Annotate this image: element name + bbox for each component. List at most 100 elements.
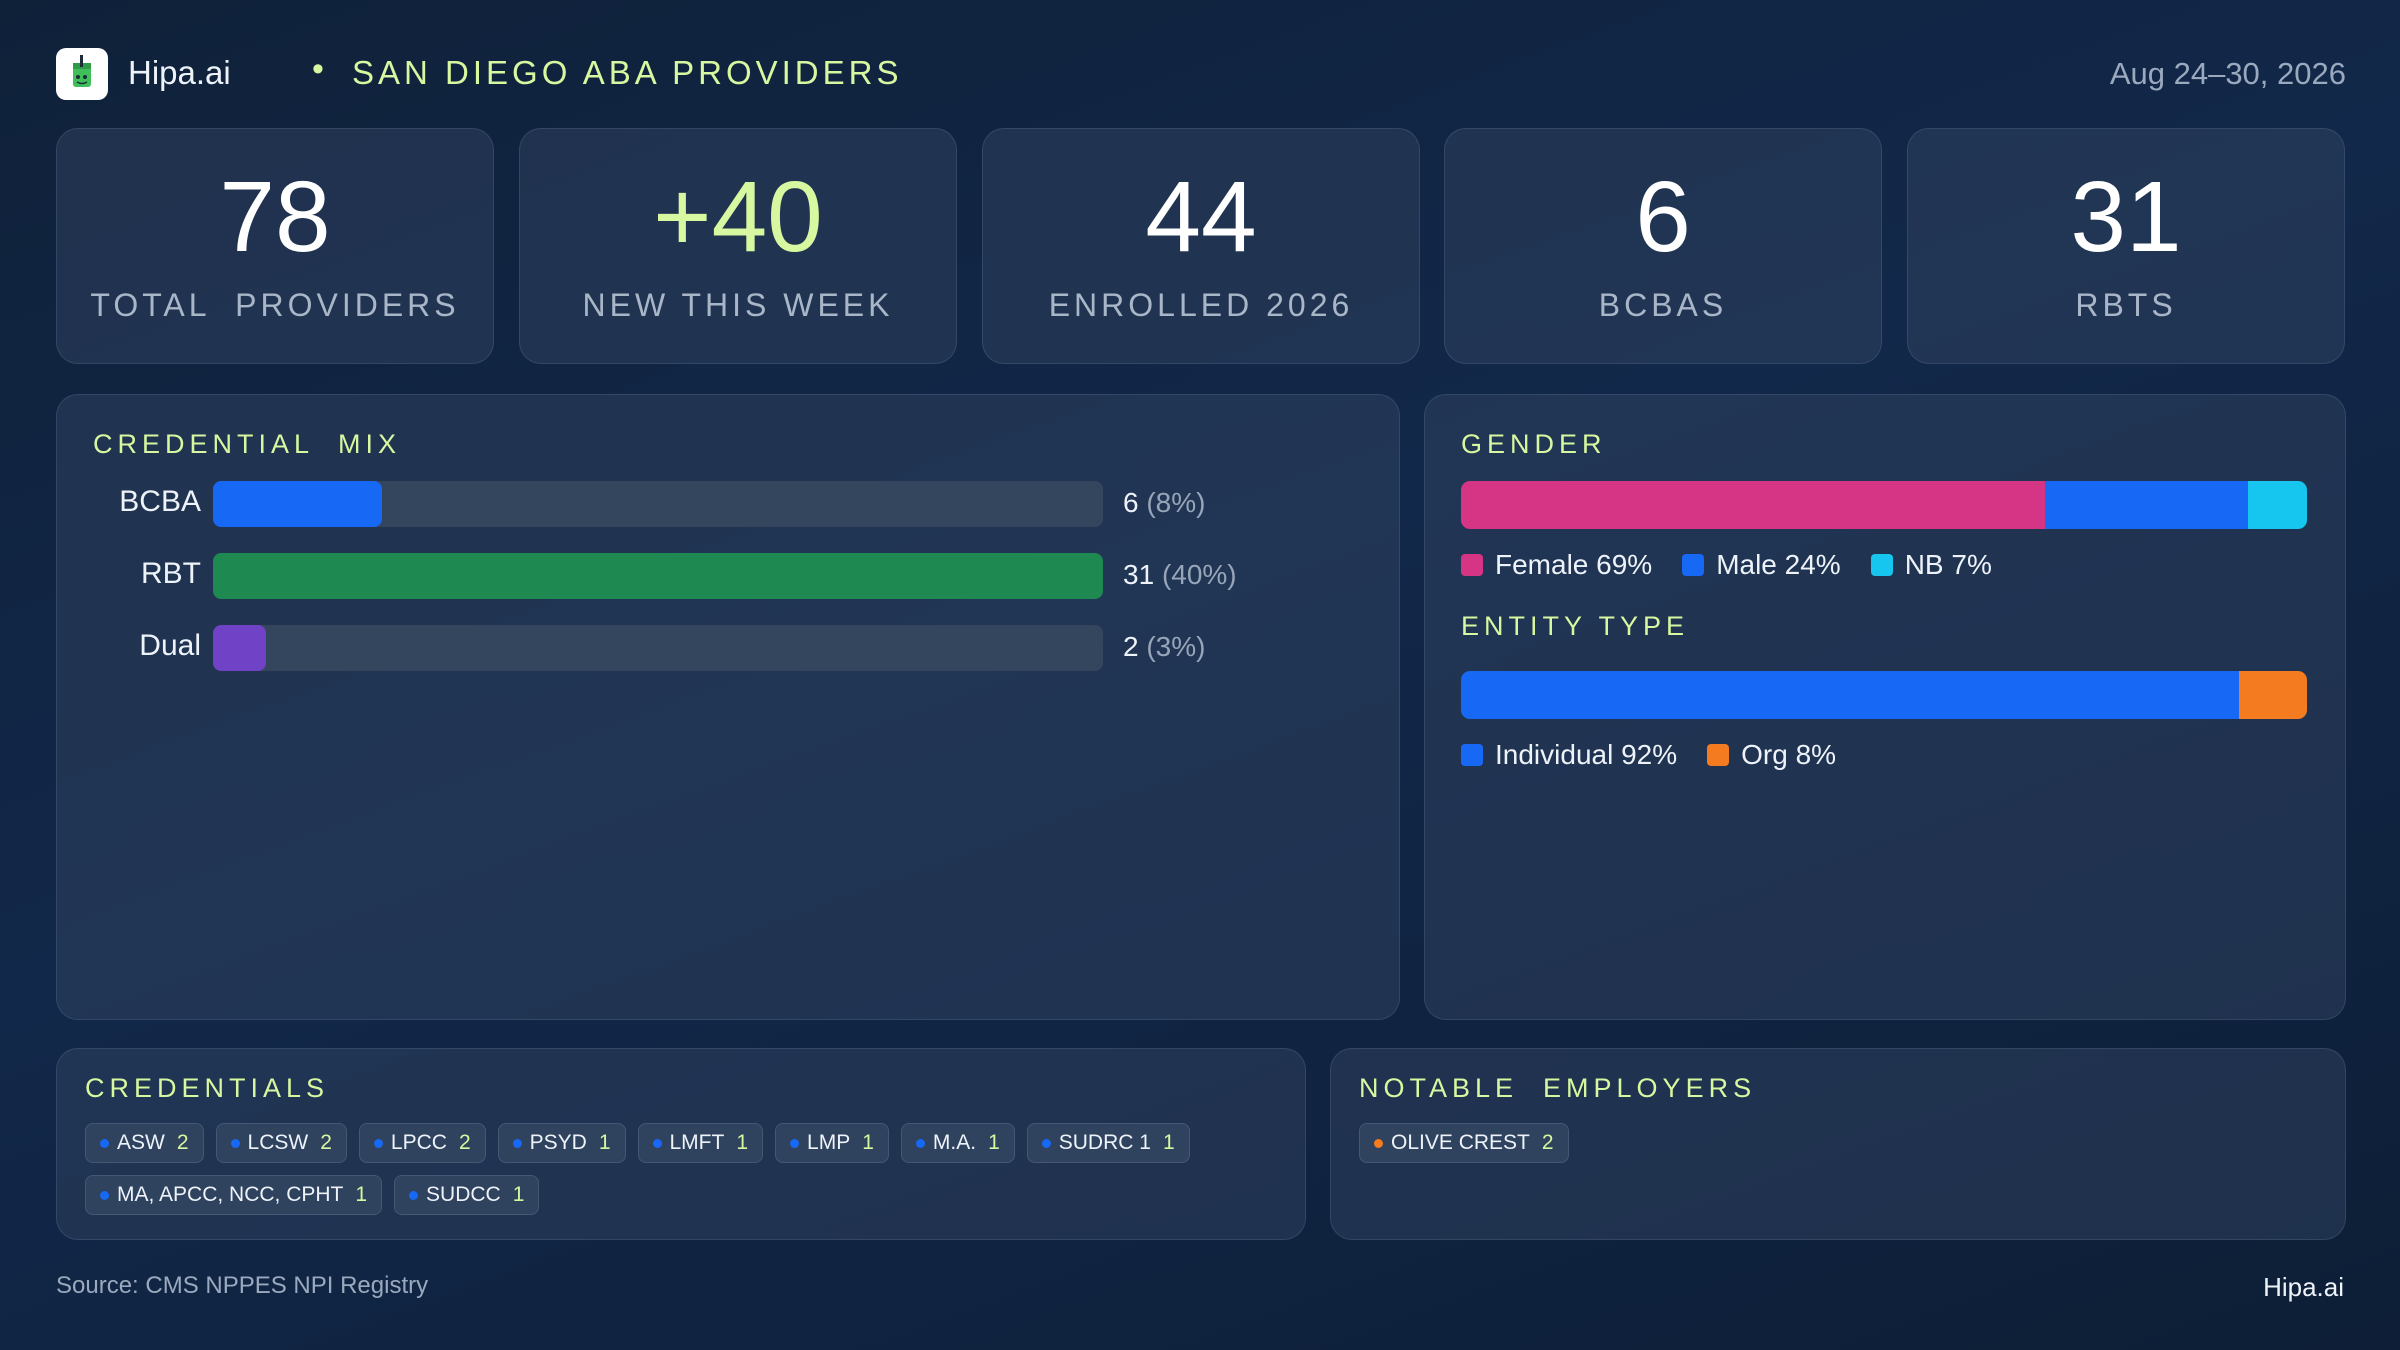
- brand-name: Hipa.ai: [128, 54, 231, 91]
- chip-bullet: [1041, 1138, 1051, 1148]
- legend-swatch: [1461, 744, 1483, 766]
- legend-label: NB 7%: [1904, 549, 1992, 580]
- chip-name: SUDRC 1: [1058, 1131, 1151, 1154]
- chip-bullet: [230, 1138, 240, 1148]
- mix-fill-bar: [213, 553, 1103, 599]
- section-title: CREDENTIALS: [85, 1073, 330, 1103]
- page-title: SAN DIEGO ABA PROVIDERS: [352, 54, 903, 91]
- entity-segment-individual: [1461, 671, 2240, 719]
- chip-count: 1: [862, 1131, 874, 1154]
- section-title: ENTITY TYPE: [1461, 611, 1690, 641]
- chip-bullet: [100, 1138, 109, 1148]
- section-title: CREDENTIAL MIX: [93, 429, 402, 459]
- chip-name: SUDCC: [426, 1183, 501, 1206]
- mix-label: BCBA: [119, 485, 201, 518]
- kpi-label: BCBAS: [1598, 287, 1728, 323]
- footer-brand: Hipa.ai: [2263, 1272, 2344, 1302]
- kpi-card-bcbas: 6 BCBAS: [1444, 128, 1882, 364]
- legend-label: Male 24%: [1716, 549, 1841, 580]
- entity-stacked-bar: [1461, 671, 2307, 719]
- kpi-label: TOTAL PROVIDERS: [90, 287, 460, 323]
- employer-chip: OLIVE CREST 2: [1359, 1123, 1569, 1163]
- chip-name: LPCC: [390, 1131, 447, 1154]
- data-source: Source: CMS NPPES NPI Registry: [56, 1272, 429, 1299]
- mix-pct: (8%): [1146, 487, 1206, 518]
- legend-item: Male 24%: [1682, 549, 1841, 581]
- legend-label: Org 8%: [1741, 739, 1837, 770]
- chip-count: 2: [320, 1131, 332, 1154]
- chip-bullet: [915, 1138, 925, 1148]
- kpi-value: 78: [219, 161, 331, 273]
- kpi-label: NEW THIS WEEK: [582, 287, 894, 323]
- mix-value: 31 (40%): [1123, 559, 1237, 591]
- chip-count: 2: [1541, 1131, 1554, 1154]
- mix-row-dual: Dual 2 (3%): [57, 623, 1397, 673]
- credential-chip: LCSW 2: [215, 1123, 347, 1163]
- chip-name: ASW: [117, 1131, 165, 1154]
- legend-swatch: [1870, 554, 1893, 576]
- mix-row-rbt: RBT 31 (40%): [57, 551, 1397, 601]
- chip-name: M.A.: [932, 1131, 977, 1154]
- chip-count: 2: [458, 1131, 471, 1154]
- mix-track: [213, 625, 1103, 671]
- legend-item: Female 69%: [1461, 549, 1652, 581]
- chip-bullet: [100, 1190, 109, 1200]
- mix-count: 31: [1123, 559, 1155, 590]
- chip-count: 1: [1162, 1131, 1175, 1154]
- gender-segment-male: [2044, 481, 2248, 529]
- kpi-card-rbts: 31 RBTS: [1907, 128, 2345, 364]
- credential-chip: PSYD 1: [497, 1123, 626, 1163]
- legend-label: Female 69%: [1495, 549, 1653, 580]
- kpi-card-enrolled-2026: 44 ENROLLED 2026: [982, 128, 1420, 364]
- chip-name: MA, APCC, NCC, CPHT: [117, 1183, 344, 1206]
- legend-item: Org 8%: [1707, 739, 1836, 771]
- chip-bullet: [652, 1138, 662, 1148]
- mix-fill-bar: [213, 625, 267, 671]
- credentials-panel: CREDENTIALS ASW 2 LCSW 2 LPCC 2 PSYD 1 LMFT 1…: [56, 1048, 1306, 1240]
- legend-label: Individual 92%: [1495, 739, 1678, 770]
- credential-chip: MA, APCC, NCC, CPHT 1: [85, 1175, 383, 1215]
- chip-count: 1: [736, 1131, 749, 1154]
- chip-bullet: [373, 1138, 383, 1148]
- credential-chip: SUDRC 1 1: [1026, 1123, 1190, 1163]
- mix-count: 6: [1123, 487, 1139, 518]
- legend-swatch: [1707, 744, 1730, 766]
- employers-panel: NOTABLE EMPLOYERS OLIVE CREST 2: [1330, 1048, 2346, 1240]
- title-separator: •: [312, 50, 324, 88]
- chip-bullet: [790, 1138, 800, 1148]
- credential-chip: M.A. 1: [900, 1123, 1015, 1163]
- entity-segment-org: [2239, 671, 2307, 719]
- kpi-value: 44: [1145, 161, 1257, 273]
- section-title: NOTABLE EMPLOYERS: [1359, 1073, 1757, 1103]
- date-range: Aug 24–30, 2026: [2109, 56, 2346, 91]
- gender-stacked-bar: [1461, 481, 2307, 529]
- gender-segment-nb: [2247, 481, 2307, 529]
- credential-mix-bars: BCBA 6 (8%) RBT 31 (40%) Dual 2 (3%): [57, 479, 1397, 679]
- mix-label: RBT: [141, 557, 201, 590]
- chip-count: 1: [598, 1131, 611, 1154]
- chip-name: LMFT: [669, 1131, 725, 1154]
- demographics-panel: GENDER Female 69% Male 24% NB 7% ENTITY …: [1424, 394, 2346, 1020]
- credential-chip: ASW 2: [85, 1123, 204, 1163]
- gender-legend: Female 69% Male 24% NB 7%: [1461, 549, 1992, 581]
- legend-swatch: [1461, 554, 1483, 576]
- chip-bullet: [409, 1190, 419, 1200]
- mix-track: [213, 481, 1103, 527]
- chip-count: 1: [512, 1183, 525, 1206]
- chip-count: 1: [988, 1131, 1000, 1154]
- mix-value: 6 (8%): [1123, 487, 1205, 519]
- kpi-card-total-providers: 78 TOTAL PROVIDERS: [56, 128, 494, 364]
- gender-segment-female: [1461, 481, 2045, 529]
- legend-item: Individual 92%: [1461, 739, 1677, 771]
- kpi-card-new-this-week: +40 NEW THIS WEEK: [519, 128, 957, 364]
- section-title: GENDER: [1461, 429, 1607, 459]
- kpi-label: ENROLLED 2026: [1048, 287, 1354, 323]
- chip-name: OLIVE CREST: [1391, 1131, 1530, 1154]
- mix-value: 2 (3%): [1123, 631, 1205, 663]
- credential-chip: LPCC 2: [358, 1123, 486, 1163]
- kpi-value: 6: [1635, 161, 1691, 273]
- credential-mix-panel: CREDENTIAL MIX BCBA 6 (8%) RBT 31 (40%) …: [56, 394, 1400, 1020]
- chip-name: LMP: [807, 1131, 851, 1154]
- mix-pct: (40%): [1161, 559, 1237, 590]
- chip-name: PSYD: [529, 1131, 587, 1154]
